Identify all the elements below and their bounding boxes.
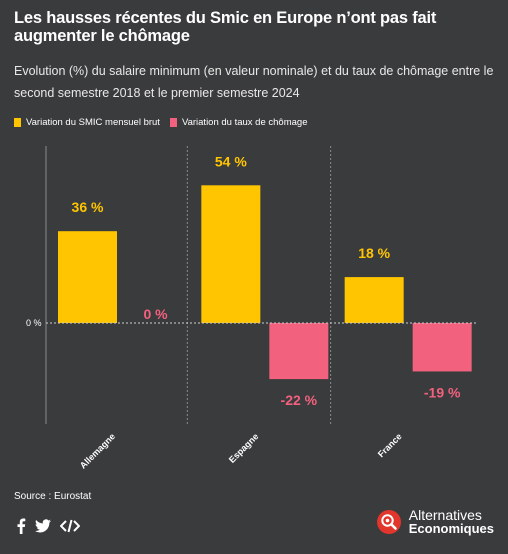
x-tick-label-france: France xyxy=(376,431,404,459)
twitter-icon[interactable] xyxy=(35,519,51,533)
facebook-icon[interactable] xyxy=(16,518,26,534)
legend-label-smic: Variation du SMIC mensuel brut xyxy=(26,117,160,128)
legend-item-chomage: Variation du taux de chômage xyxy=(169,117,308,128)
legend-swatch-smic xyxy=(14,118,21,127)
x-tick-label-allemagne: Allemagne xyxy=(78,431,117,470)
source-note: Source : Eurostat xyxy=(14,491,92,502)
legend-label-chomage: Variation du taux de chômage xyxy=(181,117,308,128)
zero-tick-label: 0 % xyxy=(26,318,42,328)
bar-chomage-france xyxy=(412,323,472,372)
chart-subtitle: Evolution (%) du salaire minimum (en val… xyxy=(14,64,494,100)
data-label-smic-espagne: 54 % xyxy=(215,153,247,169)
bar-smic-allemagne xyxy=(58,231,117,323)
magnifier-logo-icon xyxy=(376,510,401,534)
share-bar xyxy=(16,518,89,534)
brand-logo: Alternatives Economiques xyxy=(376,507,494,536)
bar-smic-espagne xyxy=(201,185,261,323)
brand-name-line2: Economiques xyxy=(408,521,494,536)
chart-title: Les hausses récentes du Smic en Europe n… xyxy=(14,9,437,45)
data-label-smic-allemagne: 36 % xyxy=(72,199,104,215)
legend: Variation du SMIC mensuel brut Variation… xyxy=(14,117,317,128)
bar-smic-france xyxy=(344,277,404,323)
brand-name-line1: Alternatives xyxy=(408,507,482,523)
bar-chomage-espagne xyxy=(269,323,329,380)
x-tick-label-espagne: Espagne xyxy=(227,431,261,465)
bar-chart: 0 % 36 % 0 % Allemagne 54 % -22 % Espagne 18 % -… xyxy=(26,146,478,471)
data-label-chomage-france: -19 % xyxy=(424,384,461,400)
legend-swatch-chomage xyxy=(169,118,177,127)
data-label-smic-france: 18 % xyxy=(358,245,390,261)
data-label-chomage-allemagne: 0 % xyxy=(143,306,168,322)
legend-item-smic: Variation du SMIC mensuel brut xyxy=(14,117,160,128)
embed-code-icon[interactable] xyxy=(60,519,80,533)
data-label-chomage-espagne: -22 % xyxy=(281,392,318,408)
